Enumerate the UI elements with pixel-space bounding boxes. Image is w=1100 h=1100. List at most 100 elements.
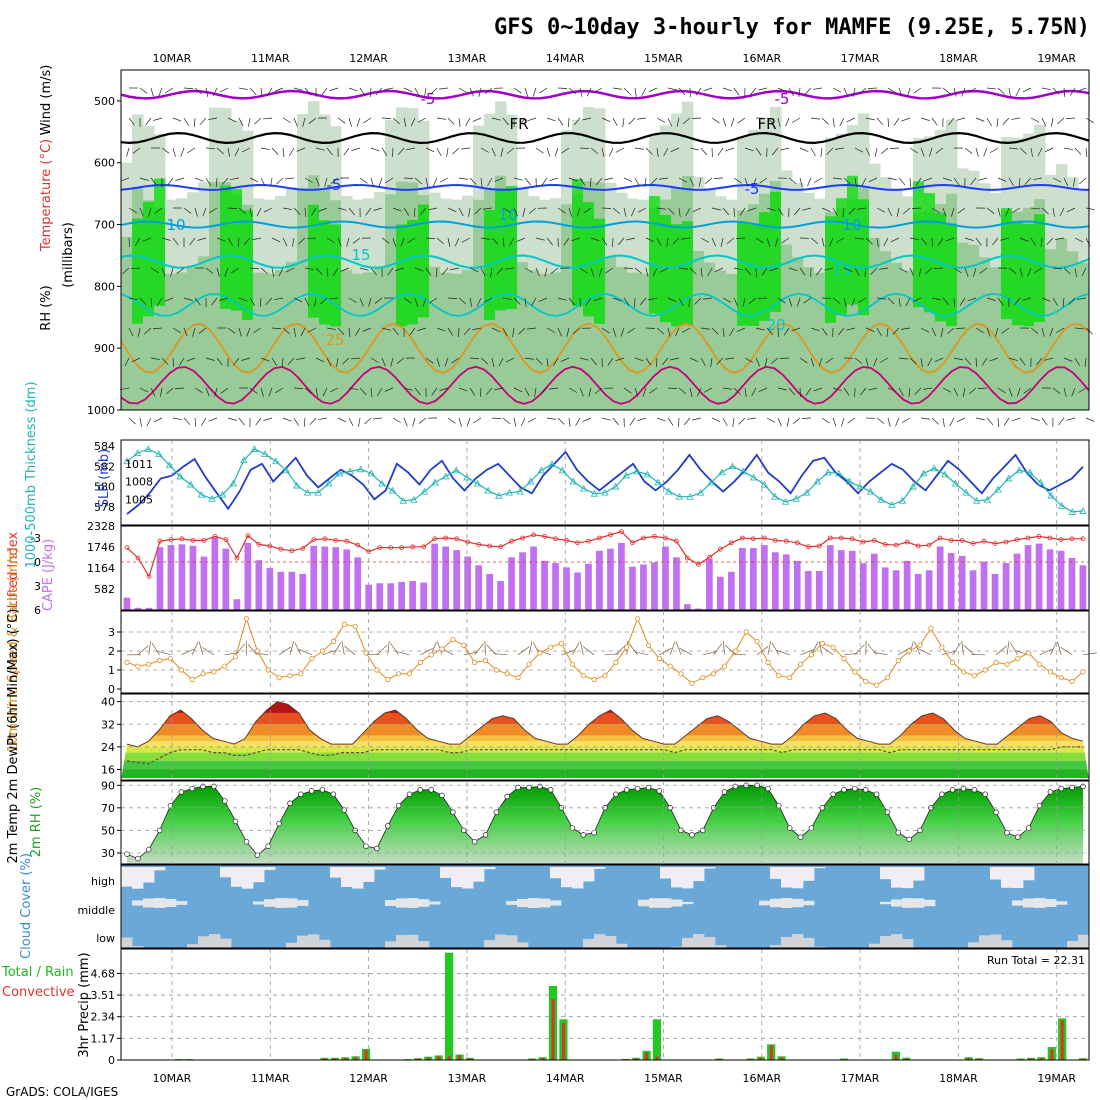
cloud-high-clear — [880, 867, 892, 880]
wind-barb — [303, 417, 306, 427]
wind-barb — [153, 327, 163, 330]
cape-bar — [277, 571, 285, 610]
footer-credit: GrADS: COLA/IGES — [6, 1085, 118, 1099]
lifted-point — [970, 541, 976, 546]
lifted-point — [619, 529, 624, 534]
rh-point — [178, 789, 185, 795]
wind-barb — [553, 357, 559, 366]
wind-barb — [194, 387, 203, 394]
thickness-point — [1026, 468, 1034, 476]
wind-barb — [410, 117, 416, 127]
wind-barb — [813, 87, 823, 90]
wind-barb — [846, 117, 856, 123]
cape-bar — [1035, 543, 1043, 610]
thickness-point — [1015, 466, 1023, 474]
wind-barb-10m — [776, 649, 790, 656]
wind-barb — [1063, 357, 1073, 362]
wind-barb — [898, 387, 904, 396]
wind-speed-point — [395, 671, 402, 677]
wind-barb-10m — [151, 642, 160, 655]
rh-shade-high — [583, 202, 595, 317]
wind-barb — [506, 147, 515, 154]
cape-bar — [717, 576, 724, 610]
precip-bg — [121, 949, 1089, 1060]
thickness-line — [126, 448, 1084, 513]
wind-speed-point — [830, 644, 836, 650]
thickness-point — [229, 479, 237, 487]
wind-barb — [337, 237, 342, 247]
wind-barb — [842, 207, 845, 217]
wind-barb — [933, 267, 944, 269]
wind-speed-point — [971, 673, 978, 679]
wind-barb-10m — [914, 641, 921, 655]
cloud-mid-clear — [1034, 898, 1046, 908]
cloud-low-clear — [286, 942, 298, 948]
wind-barb — [274, 297, 284, 301]
cape-bar — [892, 570, 900, 610]
wind-barb — [737, 117, 746, 124]
wind-barb — [144, 327, 152, 335]
lifted-tick: 3 — [34, 580, 41, 593]
wind-barb — [805, 387, 812, 396]
wind-barb — [744, 267, 752, 276]
wind-barb — [167, 177, 174, 186]
wind-barb — [575, 417, 581, 426]
wind-speed-point — [863, 678, 869, 685]
rh-point — [700, 827, 706, 834]
wind-barb — [1085, 417, 1095, 422]
lifted-point — [388, 545, 394, 550]
cape-bar — [1013, 553, 1021, 610]
rh-point — [656, 788, 663, 794]
wind-barb — [362, 327, 372, 332]
wind-barb — [623, 177, 633, 182]
rh-shade-high — [1012, 221, 1024, 326]
wind-barb — [1072, 177, 1076, 187]
wind-barb — [968, 387, 977, 395]
wind-barb — [838, 327, 845, 336]
wind-barb-10m — [390, 643, 399, 656]
wind-barb — [650, 177, 658, 185]
cloud-mid-clear — [902, 898, 914, 908]
wind-barb — [535, 237, 545, 241]
cloud-high-clear — [330, 867, 342, 878]
wind-barb — [322, 387, 328, 397]
wind-barb — [692, 207, 702, 212]
cape-bar — [387, 583, 395, 610]
wind-barb — [948, 117, 955, 126]
wind-barb — [480, 147, 489, 153]
wind-barb — [865, 237, 873, 245]
wind-barb — [758, 87, 768, 91]
wind-barb — [392, 237, 396, 247]
wind-barb — [425, 267, 432, 276]
wind-barb — [986, 207, 995, 214]
wind-barb — [412, 417, 416, 427]
wind-barb — [568, 87, 577, 95]
wind-barb — [150, 177, 157, 186]
rh-shade-high — [1023, 223, 1035, 327]
wind-barb — [667, 207, 675, 215]
wind-barb — [670, 357, 680, 361]
wind-barb — [1044, 357, 1054, 361]
thickness-point — [930, 464, 938, 472]
wind-barb — [425, 147, 435, 153]
wind-barb — [563, 237, 570, 246]
rh-point — [406, 791, 413, 798]
wind-barb — [1037, 147, 1043, 157]
wind-barb — [605, 267, 614, 274]
wind-barb — [267, 87, 273, 96]
wind-barb — [120, 177, 130, 182]
rh-point — [1025, 825, 1032, 831]
cloud-high-clear — [1012, 867, 1024, 889]
wind-barb — [766, 207, 776, 212]
wind-barb — [370, 147, 380, 152]
wind-barb — [465, 117, 471, 126]
lifted-point — [761, 535, 767, 541]
wind-barb — [880, 147, 889, 155]
rh-shade-high — [220, 185, 232, 309]
rh-shade-mid — [1067, 251, 1079, 410]
cloud-mid-clear — [803, 900, 815, 906]
wind-barb — [590, 237, 600, 242]
wind-barb — [1019, 267, 1023, 277]
